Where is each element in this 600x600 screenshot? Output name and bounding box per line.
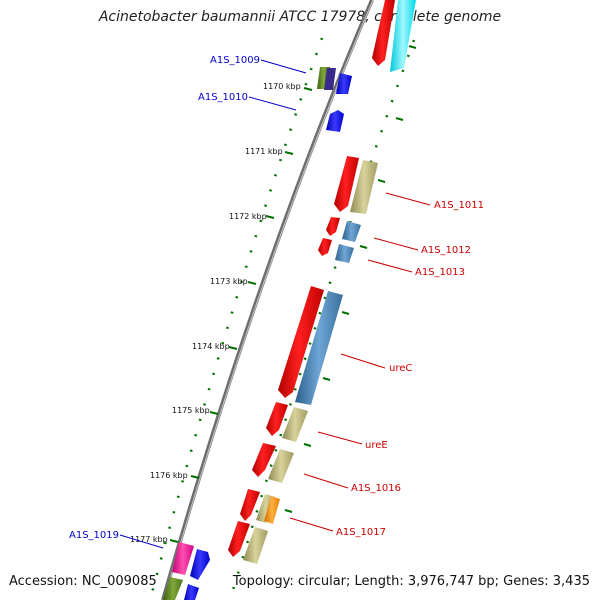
label-a1s-1019: A1S_1019 xyxy=(69,530,119,541)
gene-a1s-1012-red[interactable] xyxy=(326,217,340,236)
gene-urec-red[interactable] xyxy=(278,286,324,398)
gene-green-bottom[interactable] xyxy=(163,577,183,600)
gene-a1s-1017-red[interactable] xyxy=(240,489,260,521)
gene-a1s-1010[interactable] xyxy=(326,110,344,132)
label-a1s-1011: A1S_1011 xyxy=(434,200,484,211)
left-tick-ruler xyxy=(148,37,324,600)
gene-a1s-1017-orange[interactable] xyxy=(264,496,280,524)
gene-blue-1019[interactable] xyxy=(190,549,210,580)
leader-lines-forward xyxy=(119,59,307,549)
gene-labels: A1S_1009 A1S_1010 A1S_1019 A1S_1011 A1S_… xyxy=(69,55,484,541)
genome-summary-text: Topology: circular; Length: 3,976,747 bp… xyxy=(232,574,590,589)
label-urec: ureC xyxy=(389,363,412,374)
gene-urec-steel[interactable] xyxy=(295,291,343,405)
gene-cyan-top[interactable] xyxy=(390,0,416,72)
gene-a1s-1016-red[interactable] xyxy=(252,443,276,477)
gene-a1s-1012-steel[interactable] xyxy=(342,221,361,242)
gene-a1s-1009[interactable] xyxy=(317,67,352,94)
tick-label-1176: 1176 kbp xyxy=(150,471,188,480)
gene-uree-olive[interactable] xyxy=(282,407,308,442)
gene-lower-olive[interactable] xyxy=(243,527,268,564)
major-ticks xyxy=(169,45,417,543)
accession-text: Accession: NC_009085 xyxy=(9,574,157,589)
label-a1s-1017: A1S_1017 xyxy=(336,527,386,538)
tick-label-1174: 1174 kbp xyxy=(192,342,230,351)
gene-a1s-1013-red[interactable] xyxy=(318,238,332,256)
label-a1s-1016: A1S_1016 xyxy=(351,483,401,494)
tick-label-1171: 1171 kbp xyxy=(245,147,283,156)
tick-label-1177: 1177 kbp xyxy=(130,535,168,544)
label-a1s-1012: A1S_1012 xyxy=(421,245,471,256)
label-a1s-1010: A1S_1010 xyxy=(198,92,248,103)
gene-a1s-1019[interactable] xyxy=(172,542,194,575)
tick-label-1170: 1170 kbp xyxy=(263,82,301,91)
label-uree: ureE xyxy=(365,440,388,451)
gene-a1s-1011-red[interactable] xyxy=(334,156,359,212)
leader-lines-reverse xyxy=(289,192,431,532)
gene-uree-red[interactable] xyxy=(266,402,288,436)
gene-a1s-1016-olive[interactable] xyxy=(268,449,294,483)
tick-label-1173: 1173 kbp xyxy=(210,277,248,286)
gene-a1s-1011-olive[interactable] xyxy=(350,160,378,214)
label-a1s-1009: A1S_1009 xyxy=(210,55,260,66)
gene-blue-bottom[interactable] xyxy=(184,584,199,600)
tick-labels: 1170 kbp 1171 kbp 1172 kbp 1173 kbp 1174… xyxy=(130,82,301,544)
gene-a1s-1013-steel[interactable] xyxy=(335,244,354,263)
tick-label-1172: 1172 kbp xyxy=(229,212,267,221)
tick-label-1175: 1175 kbp xyxy=(172,406,210,415)
gene-lower-red[interactable] xyxy=(228,521,250,557)
label-a1s-1013: A1S_1013 xyxy=(415,267,465,278)
gene-red-top[interactable] xyxy=(372,0,395,66)
